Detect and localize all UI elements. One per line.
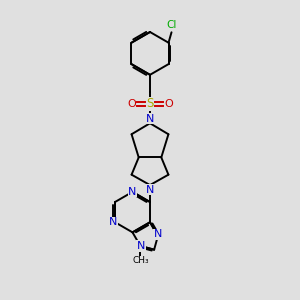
Text: N: N <box>154 230 162 239</box>
Text: N: N <box>146 114 154 124</box>
Text: O: O <box>127 99 136 109</box>
Text: N: N <box>128 187 137 197</box>
Text: O: O <box>164 99 173 109</box>
Text: CH₃: CH₃ <box>132 256 149 266</box>
Text: N: N <box>137 241 145 251</box>
Text: N: N <box>146 184 154 194</box>
Text: Cl: Cl <box>166 20 177 30</box>
Text: N: N <box>109 217 118 227</box>
Text: S: S <box>146 98 154 110</box>
